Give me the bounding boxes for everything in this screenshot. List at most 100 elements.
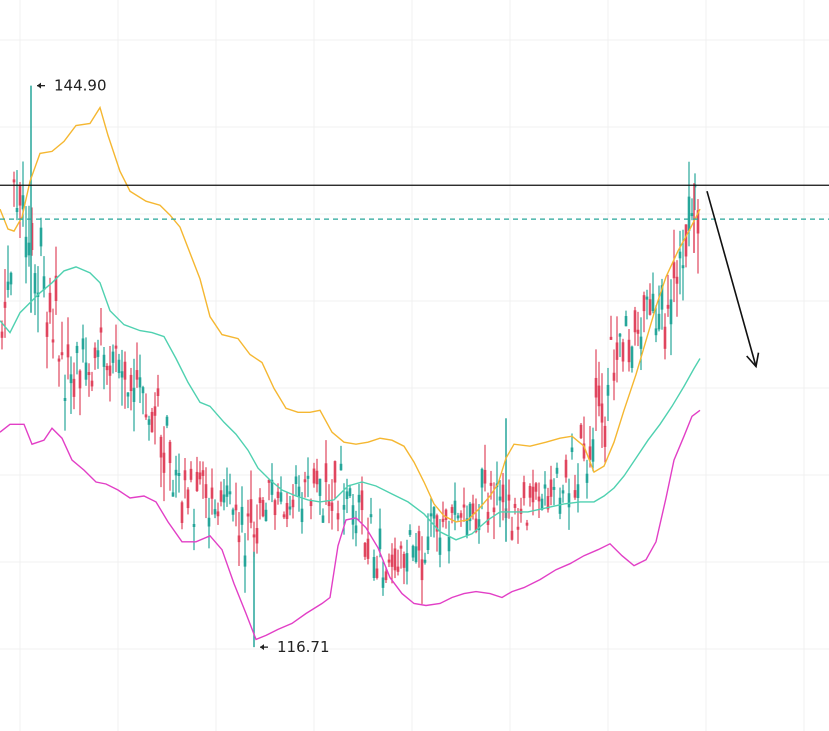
- candle-body: [426, 536, 430, 551]
- candle-body: [102, 354, 106, 367]
- candle-body: [540, 498, 544, 510]
- candle-body: [558, 497, 562, 514]
- candle-body: [147, 419, 151, 425]
- candle-body: [573, 490, 577, 498]
- low-arrow-head: [260, 644, 264, 651]
- candle-body: [153, 406, 157, 416]
- candle-body: [585, 473, 589, 483]
- candle-body: [189, 468, 193, 480]
- candle-body: [510, 530, 514, 540]
- candle-body: [555, 467, 559, 474]
- candle-body: [630, 346, 634, 368]
- candle-body: [576, 484, 580, 499]
- candle-body: [591, 439, 595, 462]
- candle-body: [594, 377, 598, 398]
- candle-body: [15, 208, 19, 213]
- candle-body: [324, 463, 328, 483]
- high-arrow-head: [37, 82, 41, 89]
- candle-body: [405, 553, 409, 572]
- candle-body: [357, 494, 361, 503]
- candle-body: [297, 486, 301, 498]
- candle-body: [621, 342, 625, 362]
- candle-body: [273, 500, 277, 516]
- candle-body: [210, 487, 214, 499]
- candle-body: [279, 492, 283, 502]
- candle-body: [168, 441, 172, 464]
- candle-body: [666, 304, 670, 309]
- candle-body: [606, 384, 610, 396]
- projection-arrow: [706, 190, 760, 369]
- candle-body: [18, 184, 22, 206]
- candle-body: [468, 503, 472, 522]
- candle-body: [129, 374, 133, 392]
- candle-body: [636, 329, 640, 334]
- candle-body: [240, 506, 244, 525]
- candle-body: [66, 344, 70, 358]
- candle-body: [489, 482, 493, 486]
- candle-body: [564, 459, 568, 478]
- candle-body: [321, 515, 325, 523]
- candle-body: [492, 507, 496, 513]
- candle-body: [255, 528, 259, 544]
- candle-body: [300, 508, 304, 523]
- candle-body: [612, 372, 616, 381]
- candle-body: [93, 347, 97, 359]
- candle-body: [639, 336, 643, 349]
- candle-body: [681, 265, 685, 269]
- candle-body: [141, 387, 145, 394]
- candle-body: [672, 262, 676, 279]
- candle-body: [72, 378, 76, 397]
- candle-body: [513, 503, 517, 508]
- candle-body: [474, 518, 478, 533]
- candle-body: [402, 553, 406, 568]
- candle-body: [444, 509, 448, 521]
- candlestick-series: [0, 85, 700, 648]
- candle-body: [375, 568, 379, 578]
- candle-body: [684, 224, 688, 257]
- candle-body: [570, 447, 574, 453]
- candle-body: [690, 213, 694, 217]
- candle-body: [144, 414, 148, 418]
- candle-body: [363, 542, 367, 557]
- candle-body: [645, 296, 649, 300]
- candle-body: [267, 479, 271, 483]
- candle-body: [162, 452, 166, 473]
- candle-body: [447, 536, 451, 552]
- candle-body: [417, 531, 421, 551]
- candle-body: [561, 490, 565, 494]
- candle-body: [45, 322, 49, 337]
- candle-body: [291, 499, 295, 508]
- candle-body: [120, 371, 124, 378]
- candle-body: [156, 388, 160, 396]
- candle-body: [624, 316, 628, 327]
- candle-body: [69, 374, 73, 384]
- candle-body: [486, 511, 490, 525]
- candle-body: [42, 276, 46, 291]
- candle-body: [552, 486, 556, 490]
- projection-arrow-head: [746, 352, 760, 369]
- candle-body: [414, 546, 418, 562]
- candle-body: [228, 491, 232, 495]
- candle-body: [282, 514, 286, 518]
- candle-body: [177, 473, 181, 476]
- candle-body: [465, 518, 469, 536]
- candle-body: [198, 472, 202, 480]
- candle-body: [24, 236, 28, 258]
- candle-body: [306, 475, 310, 479]
- candle-body: [522, 482, 526, 499]
- candle-body: [285, 503, 289, 520]
- candle-body: [213, 509, 217, 515]
- candle-body: [675, 276, 679, 284]
- candle-body: [294, 476, 298, 485]
- candle-body: [312, 468, 316, 484]
- candle-body: [588, 446, 592, 460]
- candle-body: [261, 499, 265, 517]
- candle-body: [6, 281, 10, 290]
- candle-body: [252, 534, 256, 538]
- candle-body: [516, 526, 520, 530]
- candle-body: [597, 385, 601, 407]
- candle-body: [396, 566, 400, 572]
- candle-body: [351, 505, 355, 525]
- candle-body: [108, 365, 112, 376]
- candle-body: [150, 411, 154, 433]
